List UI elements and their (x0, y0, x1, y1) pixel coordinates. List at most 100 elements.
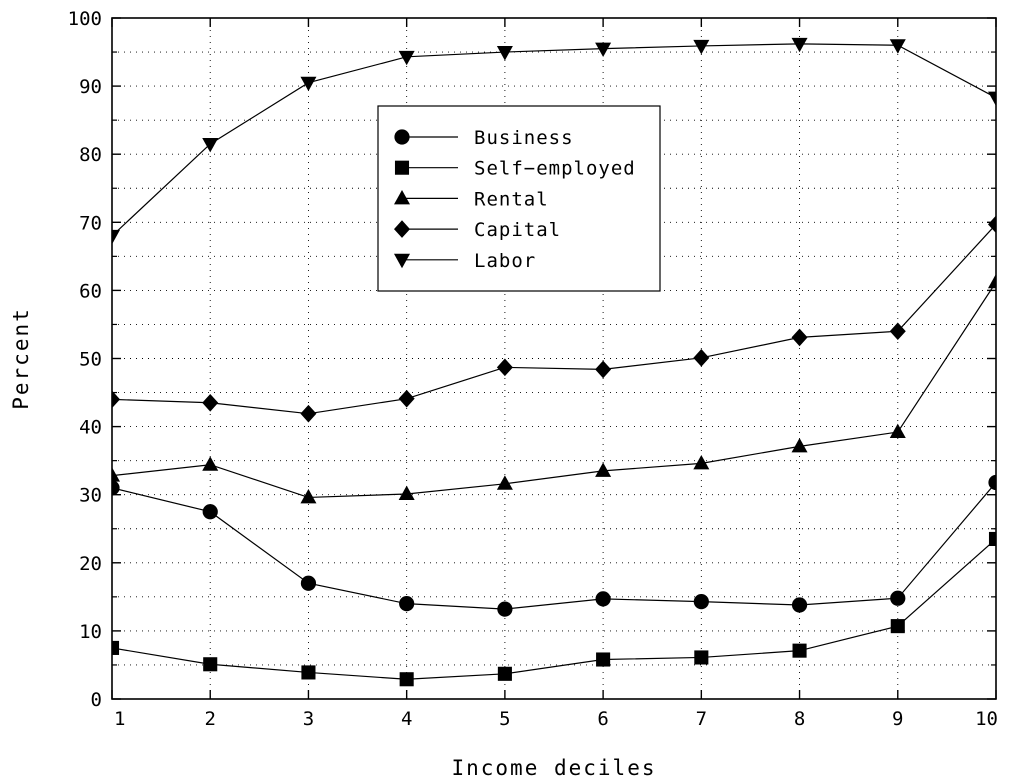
data-point-business (988, 474, 996, 491)
y-tick-label: 100 (68, 8, 102, 30)
data-point-capital (693, 349, 710, 367)
legend-item-rental: Rental (394, 188, 549, 210)
data-point-business (202, 504, 218, 520)
x-tick-label: 5 (499, 708, 510, 730)
data-point-self-employed (988, 531, 996, 547)
x-tick-label: 3 (303, 708, 314, 730)
series-rental (112, 273, 996, 504)
y-tick-label: 40 (79, 417, 102, 439)
data-point-self-employed (112, 640, 120, 655)
data-point-business (497, 601, 513, 617)
series-group (112, 37, 996, 687)
series-self-employed (112, 531, 996, 687)
data-point-labor (791, 37, 808, 53)
y-tick-label: 70 (79, 212, 102, 234)
data-point-capital (398, 389, 415, 408)
legend-item-self-employed: Self−employed (394, 158, 636, 180)
x-axis-label: Income deciles (451, 756, 656, 780)
data-point-labor (112, 229, 120, 245)
legend-item-labor: Labor (394, 250, 536, 272)
data-point-business (112, 480, 120, 496)
data-point-self-employed (694, 650, 709, 665)
legend-label-self-employed: Self−employed (474, 158, 636, 180)
data-point-labor (496, 46, 513, 61)
data-point-capital (300, 404, 317, 423)
data-point-business (300, 575, 317, 591)
series-labor (112, 37, 996, 245)
data-point-business (595, 591, 611, 607)
data-point-rental (398, 485, 415, 501)
legend-label-capital: Capital (474, 219, 561, 241)
legend-label-rental: Rental (474, 188, 549, 210)
data-point-rental (595, 462, 612, 477)
legend-label-labor: Labor (474, 250, 536, 272)
x-tick-label: 4 (401, 708, 412, 730)
y-tick-label: 50 (79, 349, 102, 371)
data-point-self-employed (596, 652, 611, 667)
data-point-rental (693, 454, 710, 470)
data-point-rental (300, 489, 317, 504)
legend-marker-self-employed (394, 160, 410, 175)
data-point-self-employed (497, 666, 512, 681)
data-point-capital (112, 390, 120, 409)
data-point-capital (496, 358, 513, 377)
data-point-labor (889, 39, 906, 54)
series-line-rental (112, 281, 996, 499)
y-tick-label: 80 (79, 144, 102, 166)
data-point-rental (496, 475, 513, 490)
data-point-rental (112, 467, 120, 482)
series-business (112, 474, 996, 617)
data-point-labor (202, 137, 219, 153)
data-point-self-employed (792, 643, 807, 658)
x-tick-label: 1 (114, 708, 125, 730)
data-point-labor (693, 39, 710, 55)
y-tick-label: 30 (79, 485, 102, 507)
data-point-labor (300, 76, 317, 92)
legend-marker-business (394, 129, 410, 145)
data-point-labor (398, 50, 415, 66)
data-point-business (791, 597, 808, 613)
y-axis-label: Percent (9, 307, 33, 410)
y-tick-label: 90 (79, 76, 102, 98)
data-point-labor (595, 42, 612, 58)
series-line-business (112, 482, 996, 610)
data-point-capital (988, 215, 996, 234)
data-point-rental (791, 437, 808, 453)
data-point-self-employed (399, 672, 414, 687)
legend-item-business: Business (394, 127, 573, 149)
data-point-self-employed (203, 657, 218, 672)
data-point-business (890, 590, 906, 606)
legend: Business Self−employed Rental Capital Labor (377, 105, 661, 292)
x-tick-label: 9 (892, 708, 903, 730)
x-tick-label: 8 (794, 708, 805, 730)
y-tick-label: 60 (79, 280, 102, 302)
data-point-business (693, 594, 709, 610)
series-line-labor (112, 43, 996, 237)
y-tick-label: 20 (79, 553, 102, 575)
series-line-self-employed (112, 538, 996, 680)
series-capital (112, 215, 996, 423)
legend-marker-rental (394, 190, 410, 205)
data-point-capital (595, 360, 612, 379)
data-point-business (399, 596, 415, 612)
legend-marker-capital (394, 220, 410, 238)
legend-marker-labor (394, 253, 410, 269)
x-tick-label: 6 (597, 708, 608, 730)
data-point-rental (889, 423, 906, 439)
series-line-capital (112, 223, 996, 415)
x-tick-label: 7 (696, 708, 707, 730)
legend-label-business: Business (474, 127, 574, 149)
x-tick-label: 2 (204, 708, 215, 730)
data-point-self-employed (890, 619, 905, 634)
legend-item-capital: Capital (394, 219, 561, 241)
y-tick-label: 0 (91, 689, 102, 711)
x-tick-label: 10 (975, 708, 998, 730)
data-point-rental (988, 273, 996, 289)
data-point-self-employed (301, 665, 316, 680)
data-point-capital (791, 328, 808, 347)
data-point-rental (202, 456, 219, 471)
y-tick-label: 10 (79, 621, 102, 643)
data-point-labor (988, 91, 996, 107)
